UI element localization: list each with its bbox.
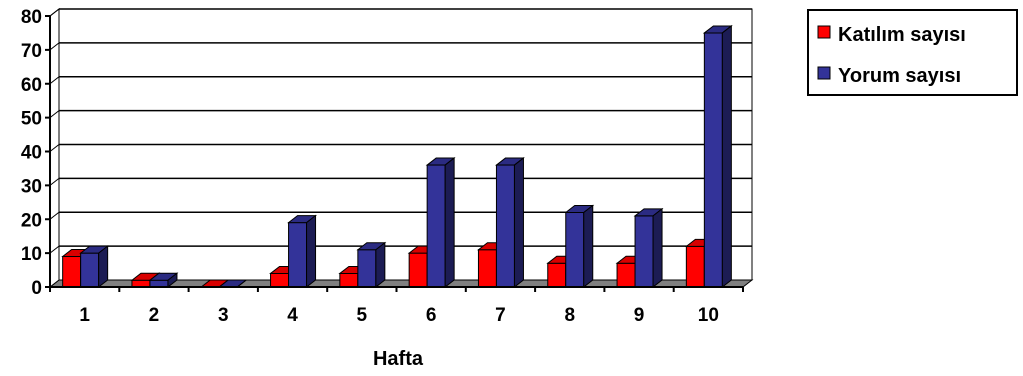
y-tick-label: 20 xyxy=(21,210,42,231)
gridline-diag xyxy=(49,211,60,220)
legend-swatch-yorum xyxy=(817,66,831,80)
x-axis-title: Hafta xyxy=(373,348,424,370)
bar-yorum-8 xyxy=(564,204,595,289)
x-tick-label: 2 xyxy=(149,305,160,326)
x-tick-label: 4 xyxy=(287,305,298,326)
bar-yorum-5 xyxy=(356,241,387,289)
gridline-diag xyxy=(49,110,60,119)
gridline-diag xyxy=(49,245,60,254)
y-tick-label: 10 xyxy=(21,244,42,265)
x-tick-label: 7 xyxy=(495,305,506,326)
legend-label-yorum: Yorum sayısı xyxy=(838,65,961,87)
y-tick-label: 80 xyxy=(21,7,42,28)
bars xyxy=(61,24,733,289)
y-tick-label: 60 xyxy=(21,75,42,96)
bar-yorum-7 xyxy=(494,157,525,289)
legend-box xyxy=(807,9,1018,96)
bar-yorum-4 xyxy=(287,214,318,289)
x-tick-label: 8 xyxy=(564,305,575,326)
legend-label-katilim: Katılım sayısı xyxy=(838,24,966,46)
gridline-diag xyxy=(49,42,60,51)
gridlines xyxy=(49,8,752,254)
gridline-diag xyxy=(49,8,60,17)
bar-yorum-6 xyxy=(425,157,456,289)
gridline-diag xyxy=(49,177,60,186)
gridline-diag xyxy=(49,144,60,152)
bar-yorum-1 xyxy=(79,245,110,289)
gridline-diag xyxy=(49,76,60,85)
bar-yorum-9 xyxy=(633,207,664,289)
x-tick-label: 3 xyxy=(218,305,229,326)
y-tick-label: 40 xyxy=(21,143,42,164)
y-tick-label: 30 xyxy=(21,176,42,197)
x-tick-labels: 1 2 3 4 5 6 7 8 9 10 xyxy=(79,305,719,326)
x-tick-label: 10 xyxy=(698,305,719,326)
y-tick-label: 70 xyxy=(21,41,42,62)
y-tick-label: 0 xyxy=(31,278,42,299)
y-tick-label: 50 xyxy=(21,109,42,130)
x-tick-label: 5 xyxy=(357,305,368,326)
bar-yorum-10 xyxy=(702,24,733,289)
x-tick-label: 9 xyxy=(634,305,645,326)
y-tick-labels: 0 10 20 30 40 50 60 70 80 xyxy=(21,7,42,299)
legend: Katılım sayısı Yorum sayısı xyxy=(807,9,1018,96)
x-tick-label: 1 xyxy=(79,305,90,326)
x-tick-label: 6 xyxy=(426,305,437,326)
axes xyxy=(45,15,744,292)
legend-swatch-katilim xyxy=(817,25,831,39)
